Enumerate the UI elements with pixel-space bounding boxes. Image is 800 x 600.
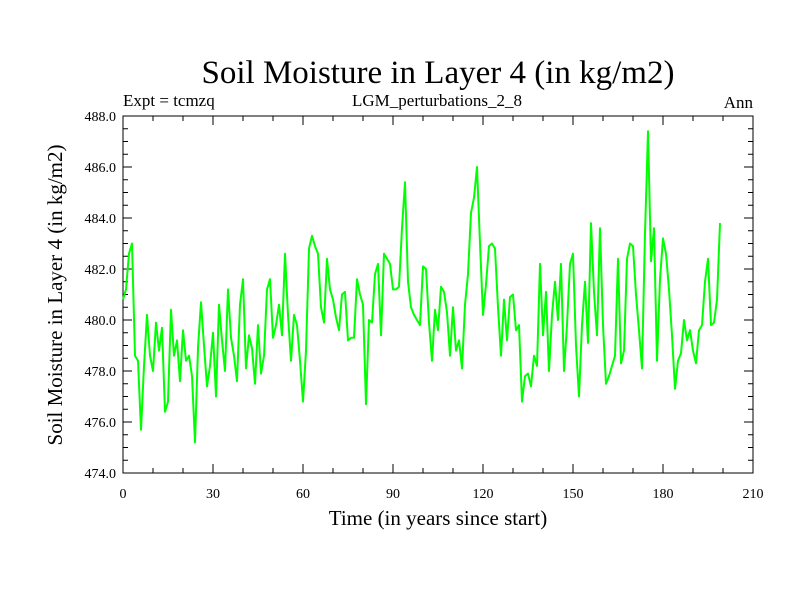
x-tick-label: 0 [120,487,127,502]
y-tick-label: 474.0 [85,467,117,482]
y-tick-label: 484.0 [85,212,117,227]
x-tick-label: 90 [386,487,400,502]
x-tick-label: 150 [563,487,584,502]
x-tick-labels: 0 30 60 90 120 150 180 210 [120,487,764,502]
y-tick-label: 478.0 [85,365,117,380]
y-tick-label: 486.0 [85,161,117,176]
run-name-label: LGM_perturbations_2_8 [352,91,522,110]
x-tick-label: 210 [743,487,764,502]
series-line [122,130,721,444]
y-tick-label: 480.0 [85,314,117,329]
x-axis-label: Time (in years since start) [329,506,548,530]
season-label: Ann [724,93,754,112]
x-tick-label: 120 [473,487,494,502]
axis-ticks [122,115,754,474]
x-tick-label: 180 [653,487,674,502]
y-tick-label: 476.0 [85,416,117,431]
chart-title: Soil Moisture in Layer 4 (in kg/m2) [202,55,675,91]
y-tick-label: 482.0 [85,263,117,278]
y-tick-labels: 474.0 476.0 478.0 480.0 482.0 484.0 486.0 488.0 [85,110,117,482]
y-axis-label: Soil Moisture in Layer 4 (in kg/m2) [43,145,67,446]
x-tick-label: 30 [206,487,220,502]
y-tick-label: 488.0 [85,110,117,125]
x-tick-label: 60 [296,487,310,502]
experiment-label: Expt = tcmzq [123,91,215,110]
